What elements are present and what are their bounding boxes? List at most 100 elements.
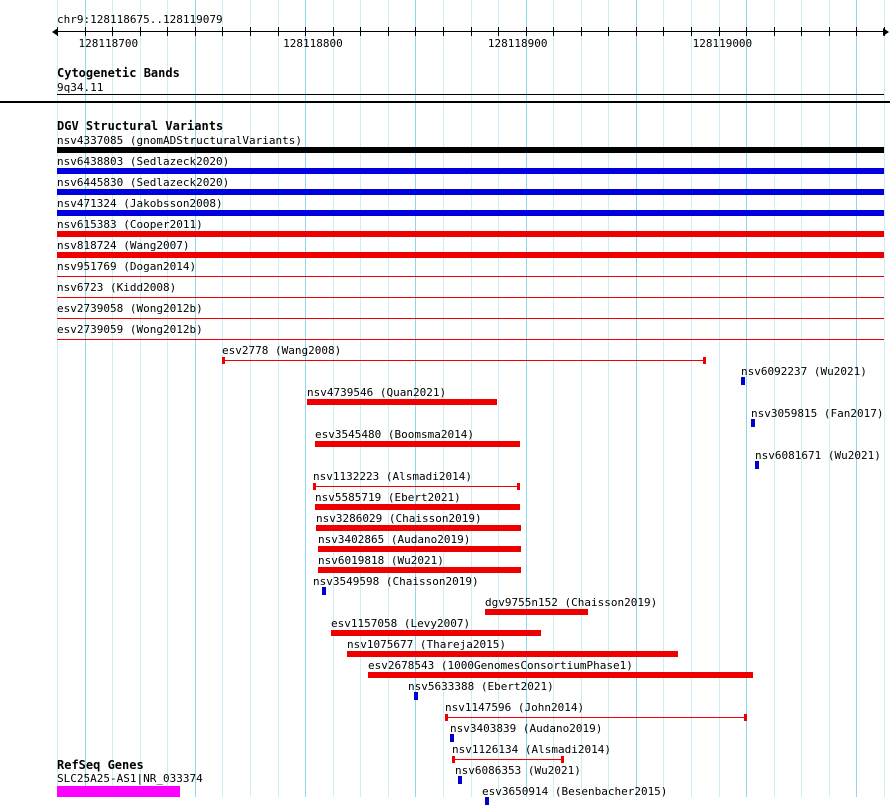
variant-label[interactable]: nsv3402865 (Audano2019) bbox=[318, 533, 471, 546]
variant-bar[interactable] bbox=[316, 525, 521, 531]
ruler-tick bbox=[415, 27, 416, 36]
variant-label[interactable]: nsv4337085 (gnomADStructuralVariants) bbox=[57, 134, 303, 147]
variant-point-marker[interactable] bbox=[751, 419, 755, 427]
variant-bar[interactable] bbox=[318, 546, 521, 552]
gridline bbox=[526, 0, 527, 797]
variant-label[interactable]: esv3545480 (Boomsma2014) bbox=[315, 428, 474, 441]
variant-line[interactable] bbox=[57, 276, 884, 277]
variant-point-marker[interactable] bbox=[458, 776, 462, 784]
gridline bbox=[85, 0, 86, 797]
variant-label[interactable]: nsv1132223 (Alsmadi2014) bbox=[313, 470, 472, 483]
gridline bbox=[608, 0, 609, 797]
ruler-tick-label: 128119000 bbox=[692, 37, 753, 50]
variant-label[interactable]: nsv1126134 (Alsmadi2014) bbox=[452, 743, 611, 756]
variant-bar[interactable] bbox=[57, 252, 884, 258]
variant-label[interactable]: nsv3549598 (Chaisson2019) bbox=[313, 575, 479, 588]
variant-label[interactable]: nsv5633388 (Ebert2021) bbox=[408, 680, 554, 693]
variant-bar[interactable] bbox=[57, 147, 884, 153]
variant-bar[interactable] bbox=[57, 210, 884, 216]
track-separator-top bbox=[0, 101, 890, 103]
gridline bbox=[222, 0, 223, 797]
ruler-tick bbox=[636, 27, 637, 36]
variant-label[interactable]: nsv951769 (Dogan2014) bbox=[57, 260, 197, 273]
variant-label[interactable]: nsv1075677 (Thareja2015) bbox=[347, 638, 506, 651]
variant-label[interactable]: nsv6081671 (Wu2021) bbox=[755, 449, 881, 462]
ruler-tick bbox=[333, 27, 334, 36]
variant-label[interactable]: nsv818724 (Wang2007) bbox=[57, 239, 190, 252]
variant-bar[interactable] bbox=[307, 399, 497, 405]
variant-line[interactable] bbox=[57, 297, 884, 298]
variant-point-marker[interactable] bbox=[414, 692, 418, 700]
variant-label[interactable]: nsv6445830 (Sedlazeck2020) bbox=[57, 176, 230, 189]
ruler-axis bbox=[57, 31, 884, 32]
variant-start-cap bbox=[445, 714, 448, 721]
ruler-tick-label: 128118900 bbox=[487, 37, 548, 50]
variant-line[interactable] bbox=[222, 360, 706, 361]
gridline bbox=[884, 0, 885, 797]
variant-line[interactable] bbox=[313, 486, 520, 487]
ruler-tick bbox=[278, 27, 279, 36]
variant-end-cap bbox=[703, 357, 706, 364]
variant-bar[interactable] bbox=[347, 651, 678, 657]
variant-point-marker[interactable] bbox=[450, 734, 454, 742]
variant-label[interactable]: nsv6019818 (Wu2021) bbox=[318, 554, 444, 567]
gridline bbox=[801, 0, 802, 797]
variant-label[interactable]: nsv615383 (Cooper2011) bbox=[57, 218, 203, 231]
variant-label[interactable]: esv2739058 (Wong2012b) bbox=[57, 302, 203, 315]
variant-line[interactable] bbox=[57, 318, 884, 319]
gridline bbox=[388, 0, 389, 797]
right-arrow-icon[interactable] bbox=[883, 28, 889, 36]
variant-point-marker[interactable] bbox=[485, 797, 489, 805]
gridline bbox=[443, 0, 444, 797]
variant-bar[interactable] bbox=[368, 672, 753, 678]
variant-label[interactable]: esv2778 (Wang2008) bbox=[222, 344, 342, 357]
variant-label[interactable]: esv2678543 (1000GenomesConsortiumPhase1) bbox=[368, 659, 633, 672]
variant-bar[interactable] bbox=[318, 567, 521, 573]
variant-bar[interactable] bbox=[57, 168, 884, 174]
variant-point-marker[interactable] bbox=[755, 461, 759, 469]
variant-bar[interactable] bbox=[315, 504, 520, 510]
variant-label[interactable]: esv2739059 (Wong2012b) bbox=[57, 323, 203, 336]
ruler-tick bbox=[801, 27, 802, 36]
gridline bbox=[140, 0, 141, 797]
variant-point-marker[interactable] bbox=[741, 377, 745, 385]
variant-point-marker[interactable] bbox=[322, 587, 326, 595]
variant-bar[interactable] bbox=[315, 441, 520, 447]
gene-bar[interactable] bbox=[57, 786, 180, 797]
ruler-tick bbox=[443, 27, 444, 36]
variant-label[interactable]: nsv1147596 (John2014) bbox=[445, 701, 585, 714]
variant-label[interactable]: nsv6086353 (Wu2021) bbox=[455, 764, 581, 777]
variant-bar[interactable] bbox=[485, 609, 588, 615]
variant-start-cap bbox=[452, 756, 455, 763]
ruler-tick bbox=[553, 27, 554, 36]
variant-bar[interactable] bbox=[331, 630, 541, 636]
variant-label[interactable]: esv1157058 (Levy2007) bbox=[331, 617, 471, 630]
cytoband-label[interactable]: 9q34.11 bbox=[57, 81, 104, 94]
variant-label[interactable]: nsv5585719 (Ebert2021) bbox=[315, 491, 461, 504]
variant-label[interactable]: nsv6723 (Kidd2008) bbox=[57, 281, 177, 294]
ruler-tick bbox=[581, 27, 582, 36]
ruler-tick bbox=[112, 27, 113, 36]
variant-label[interactable]: nsv3059815 (Fan2017) bbox=[751, 407, 884, 420]
ruler-tick bbox=[195, 27, 196, 36]
variant-line[interactable] bbox=[445, 717, 747, 718]
variant-bar[interactable] bbox=[57, 231, 884, 237]
variant-label[interactable]: nsv6092237 (Wu2021) bbox=[741, 365, 867, 378]
variant-line[interactable] bbox=[57, 339, 884, 340]
variant-label[interactable]: nsv471324 (Jakobsson2008) bbox=[57, 197, 223, 210]
variant-label[interactable]: dgv9755n152 (Chaisson2019) bbox=[485, 596, 658, 609]
left-arrow-icon[interactable] bbox=[52, 28, 58, 36]
variant-line[interactable] bbox=[452, 759, 564, 760]
ruler-tick bbox=[691, 27, 692, 36]
gene-label[interactable]: SLC25A25-AS1|NR_033374 bbox=[57, 772, 203, 785]
gridline bbox=[415, 0, 416, 797]
ruler-tick bbox=[388, 27, 389, 36]
variant-label[interactable]: nsv3286029 (Chaisson2019) bbox=[316, 512, 482, 525]
variant-label[interactable]: nsv3403839 (Audano2019) bbox=[450, 722, 603, 735]
variant-label[interactable]: esv3650914 (Besenbacher2015) bbox=[482, 785, 668, 798]
gridline bbox=[250, 0, 251, 797]
variant-label[interactable]: nsv4739546 (Quan2021) bbox=[307, 386, 447, 399]
variant-bar[interactable] bbox=[57, 189, 884, 195]
variant-label[interactable]: nsv6438803 (Sedlazeck2020) bbox=[57, 155, 230, 168]
